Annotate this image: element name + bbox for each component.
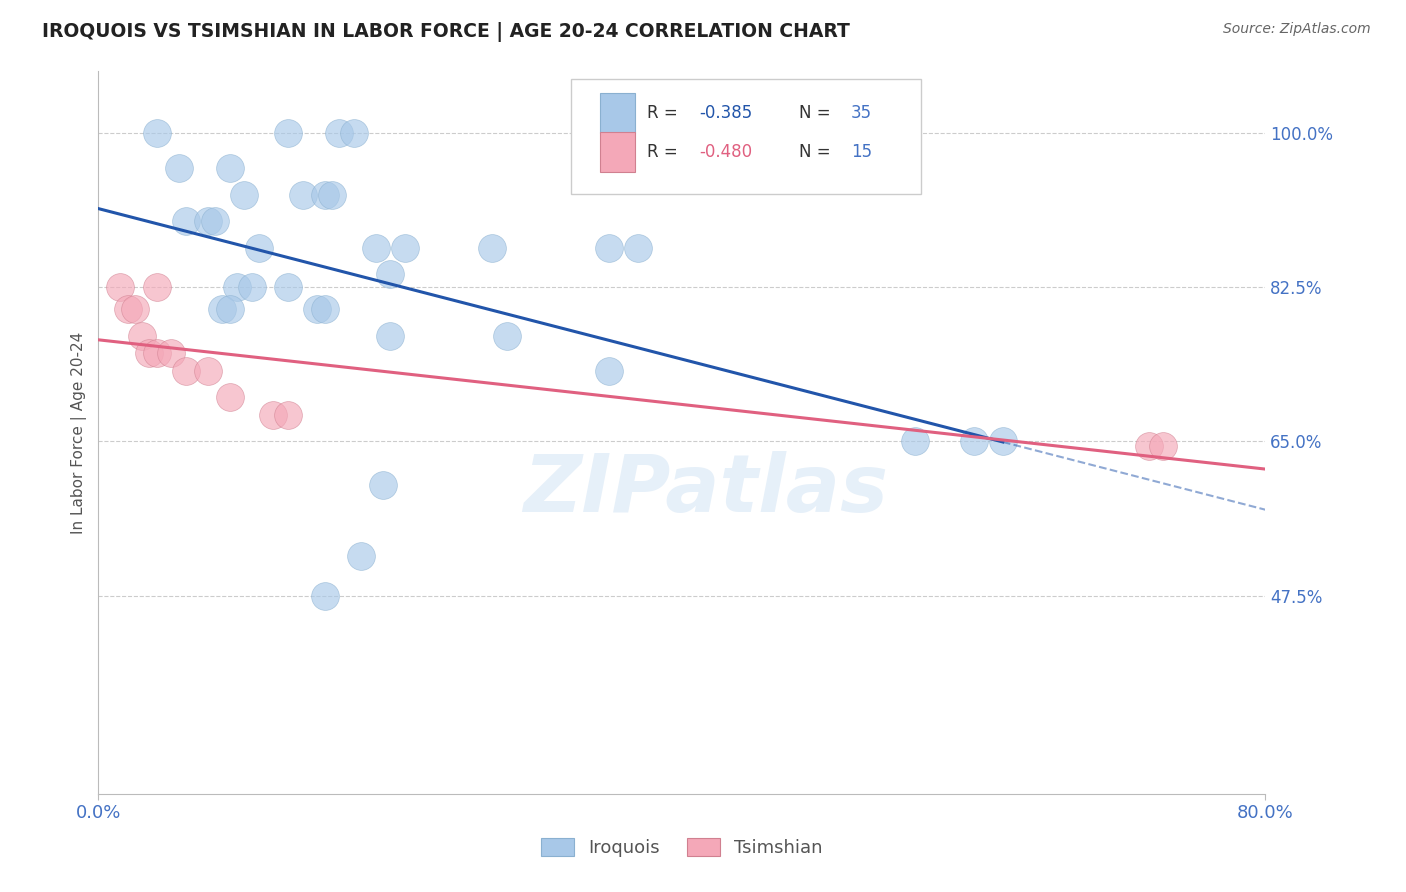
- Point: [1152, 439, 1174, 453]
- Point: [247, 241, 270, 255]
- Point: [380, 328, 402, 343]
- Text: N =: N =: [799, 144, 835, 161]
- Point: [233, 187, 256, 202]
- Point: [262, 408, 284, 422]
- Point: [131, 328, 153, 343]
- Point: [350, 549, 373, 563]
- Y-axis label: In Labor Force | Age 20-24: In Labor Force | Age 20-24: [72, 332, 87, 533]
- Text: IROQUOIS VS TSIMSHIAN IN LABOR FORCE | AGE 20-24 CORRELATION CHART: IROQUOIS VS TSIMSHIAN IN LABOR FORCE | A…: [42, 22, 851, 42]
- Text: -0.385: -0.385: [699, 104, 752, 122]
- Point: [328, 126, 350, 140]
- Point: [174, 364, 197, 378]
- Text: ZIPatlas: ZIPatlas: [523, 451, 887, 530]
- Point: [138, 346, 160, 360]
- Point: [110, 280, 132, 294]
- Point: [277, 408, 299, 422]
- Point: [991, 434, 1014, 449]
- Text: 35: 35: [851, 104, 872, 122]
- FancyBboxPatch shape: [600, 132, 636, 172]
- Point: [481, 241, 503, 255]
- Point: [291, 187, 314, 202]
- FancyBboxPatch shape: [571, 78, 921, 194]
- Point: [343, 126, 366, 140]
- Point: [174, 214, 197, 228]
- Point: [146, 280, 169, 294]
- Point: [124, 302, 146, 317]
- Text: N =: N =: [799, 104, 835, 122]
- Point: [314, 302, 336, 317]
- Point: [146, 346, 169, 360]
- Point: [160, 346, 183, 360]
- Point: [167, 161, 190, 176]
- Point: [218, 161, 240, 176]
- Legend: Iroquois, Tsimshian: Iroquois, Tsimshian: [534, 830, 830, 864]
- Point: [321, 187, 343, 202]
- Point: [117, 302, 139, 317]
- Point: [307, 302, 329, 317]
- Point: [496, 328, 519, 343]
- Point: [962, 434, 984, 449]
- Point: [197, 364, 219, 378]
- Text: -0.480: -0.480: [699, 144, 752, 161]
- Text: R =: R =: [647, 144, 683, 161]
- Point: [314, 187, 336, 202]
- Point: [277, 280, 299, 294]
- Point: [240, 280, 263, 294]
- FancyBboxPatch shape: [600, 94, 636, 133]
- Point: [364, 241, 387, 255]
- Point: [371, 478, 394, 492]
- Point: [146, 126, 169, 140]
- Text: Source: ZipAtlas.com: Source: ZipAtlas.com: [1223, 22, 1371, 37]
- Point: [380, 267, 402, 281]
- Point: [218, 390, 240, 404]
- Point: [197, 214, 219, 228]
- Point: [204, 214, 226, 228]
- Point: [1137, 439, 1160, 453]
- Point: [598, 364, 620, 378]
- Text: 15: 15: [851, 144, 872, 161]
- Point: [277, 126, 299, 140]
- Point: [218, 302, 240, 317]
- Point: [904, 434, 927, 449]
- Point: [627, 241, 650, 255]
- Text: R =: R =: [647, 104, 683, 122]
- Point: [226, 280, 249, 294]
- Point: [211, 302, 233, 317]
- Point: [314, 589, 336, 603]
- Point: [598, 241, 620, 255]
- Point: [394, 241, 416, 255]
